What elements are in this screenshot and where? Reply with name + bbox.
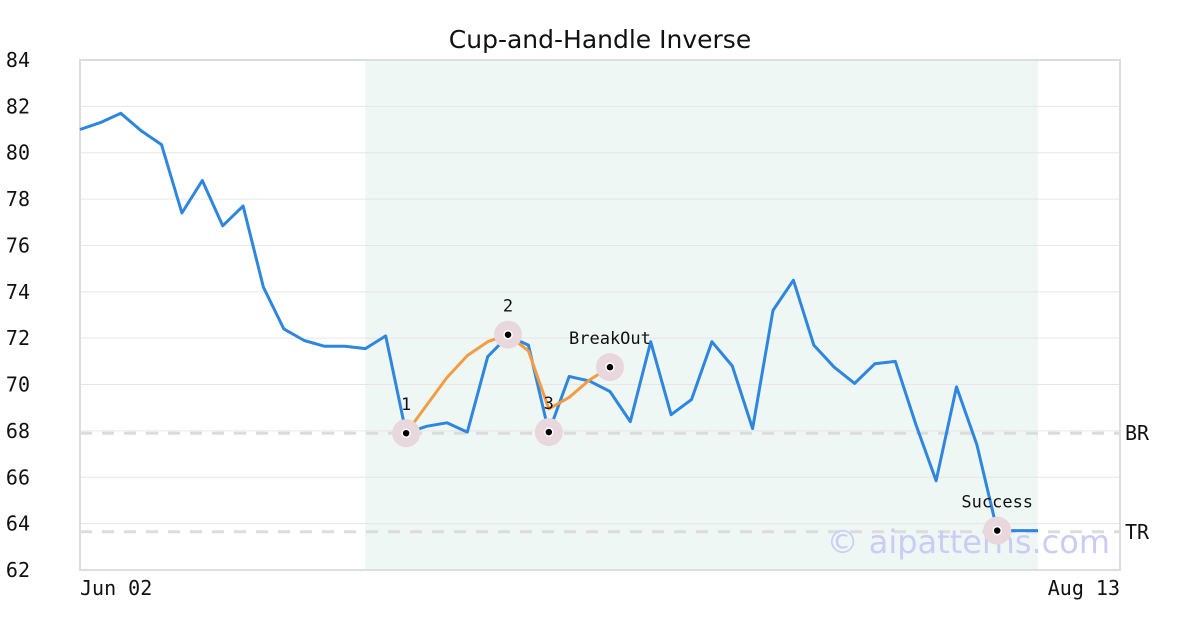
y-tick-label: 82: [6, 94, 30, 118]
point-marker: [503, 329, 513, 340]
chart-title: Cup-and-Handle Inverse: [449, 25, 751, 54]
y-tick-label: 64: [6, 512, 30, 536]
point-marker: [992, 525, 1002, 536]
y-tick-label: 70: [6, 373, 30, 397]
level-label: BR: [1125, 421, 1150, 445]
y-tick-label: 74: [6, 280, 30, 304]
y-tick-label: 78: [6, 187, 30, 211]
y-tick-label: 84: [6, 48, 30, 72]
watermark: © aipatterns.com: [827, 523, 1110, 561]
point-label: 1: [401, 395, 411, 415]
plot-frame: [79, 59, 1121, 571]
point-label: 3: [544, 394, 554, 414]
y-tick-label: 72: [6, 326, 30, 350]
point-label: Success: [961, 493, 1033, 513]
point-marker: [605, 362, 615, 372]
y-axis: 84 82 80 78 76 74 72 70 68 66 64 62: [6, 48, 30, 582]
y-tick-label: 68: [6, 419, 30, 443]
pattern-region: [365, 60, 1038, 570]
level-label: TR: [1125, 520, 1150, 544]
y-tick-label: 62: [6, 558, 30, 582]
y-tick-label: 80: [6, 141, 30, 165]
x-tick-label: Aug 13: [1048, 576, 1120, 600]
x-axis: Jun 02 Aug 13: [80, 576, 1120, 600]
pattern-points: 1 2 3 BreakOut Success: [392, 297, 1033, 545]
x-tick-label: Jun 02: [80, 576, 152, 600]
y-tick-label: 66: [6, 465, 30, 489]
point-label: BreakOut: [569, 329, 651, 349]
y-tick-label: 76: [6, 233, 30, 257]
point-marker: [401, 428, 411, 438]
point-marker: [544, 427, 554, 437]
point-label: 2: [503, 297, 513, 317]
